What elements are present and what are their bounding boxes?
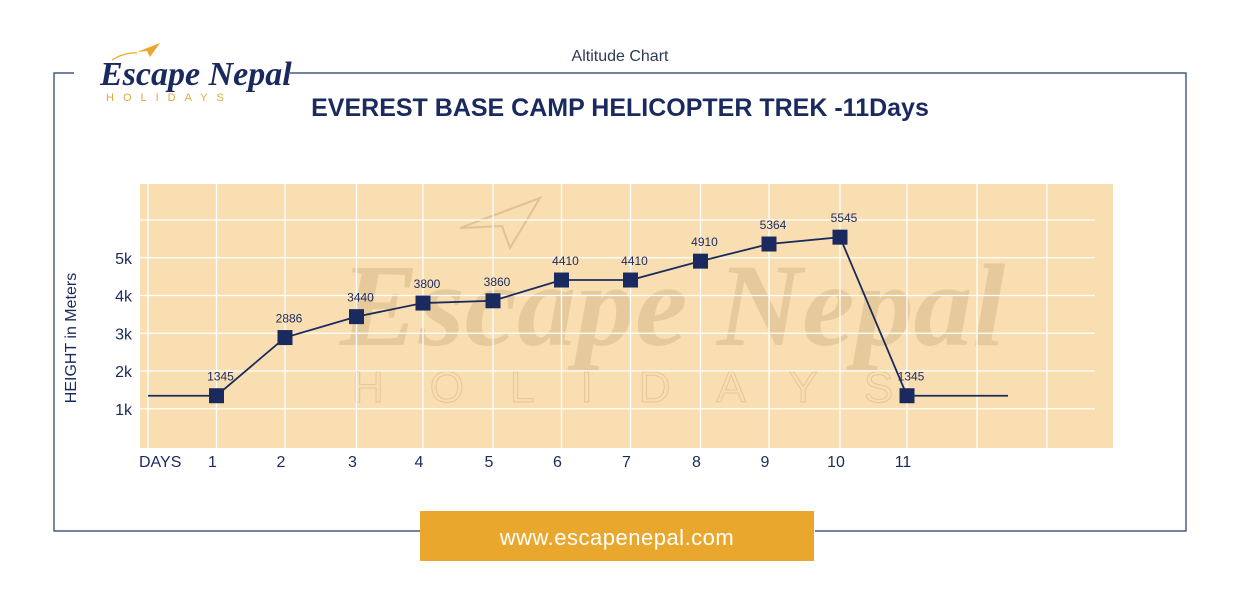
- altitude-series: 1345 2886 3440 3800 3860 4410 4410 4910 5364 5545…: [148, 211, 1008, 404]
- website-banner-background: [420, 511, 814, 561]
- data-label: 4410: [552, 254, 579, 268]
- data-point-marker: [349, 309, 364, 325]
- data-point-marker: [554, 272, 569, 288]
- y-tick-label: 5k: [115, 251, 133, 268]
- x-tick-label: 1: [208, 454, 217, 471]
- data-point-marker: [832, 229, 848, 245]
- data-point-marker: [209, 388, 224, 404]
- x-tick-label: 10: [827, 454, 845, 471]
- x-tick-label: 8: [692, 454, 701, 471]
- frame-right: [290, 72, 1187, 532]
- watermark-plane-icon: [459, 196, 543, 251]
- website-url[interactable]: www.escapenepal.com: [499, 525, 735, 550]
- data-label: 4910: [691, 235, 718, 249]
- x-tick-label: 11: [895, 454, 912, 471]
- data-label: 5545: [831, 211, 858, 225]
- data-label: 2886: [276, 312, 303, 326]
- logo-tagline: HOLIDAYS: [106, 92, 233, 104]
- y-tick-label: 4k: [115, 289, 133, 306]
- data-label: 1345: [898, 370, 925, 384]
- data-label: 3440: [347, 291, 374, 305]
- website-banner: www.escapenepal.com: [420, 511, 814, 561]
- x-tick-label: 3: [348, 454, 357, 471]
- grid: [140, 184, 1095, 448]
- data-point-marker: [693, 253, 708, 269]
- y-tick-label: 3k: [115, 326, 133, 343]
- escape-nepal-logo: Escape Nepal HOLIDAYS: [99, 43, 292, 104]
- x-tick-label: 9: [761, 454, 770, 471]
- x-tick-label: 2: [277, 454, 286, 471]
- x-tick-label: 5: [485, 454, 494, 471]
- data-point-marker: [761, 236, 777, 252]
- x-tick-label: 4: [415, 454, 424, 471]
- axes: 1k 2k 3k 4k 5k 1 2 3 4 5 6 7 8 9 10 11: [115, 251, 911, 471]
- data-label: 4410: [621, 254, 648, 268]
- data-point-marker: [485, 293, 501, 309]
- x-tick-label: 7: [622, 454, 631, 471]
- y-axis-title: HEIGHT in Meters: [63, 273, 80, 403]
- data-label: 1345: [207, 370, 234, 384]
- chart-caption: Altitude Chart: [572, 48, 669, 65]
- data-label: 3800: [414, 277, 441, 291]
- data-point-marker: [623, 272, 638, 288]
- data-point-marker: [899, 388, 915, 404]
- plane-trail: [111, 52, 138, 61]
- data-label: 5364: [760, 218, 787, 232]
- y-tick-label: 1k: [115, 402, 133, 419]
- frame-left-top: [53, 72, 420, 532]
- data-point-marker: [277, 330, 293, 346]
- paper-plane-icon: [137, 43, 160, 57]
- x-tick-label: 6: [553, 454, 562, 471]
- plot-background: [140, 184, 1113, 448]
- x-axis-title: DAYS: [139, 454, 181, 471]
- watermark-wordmark: Escape Nepal: [339, 240, 1005, 371]
- data-point-marker: [415, 295, 431, 311]
- y-tick-label: 2k: [115, 364, 133, 381]
- logo-wordmark: Escape Nepal: [99, 56, 292, 93]
- data-label: 3860: [484, 275, 511, 289]
- chart-title: EVEREST BASE CAMP HELICOPTER TREK -11Day…: [311, 94, 929, 122]
- chart-frame: [53, 72, 1187, 532]
